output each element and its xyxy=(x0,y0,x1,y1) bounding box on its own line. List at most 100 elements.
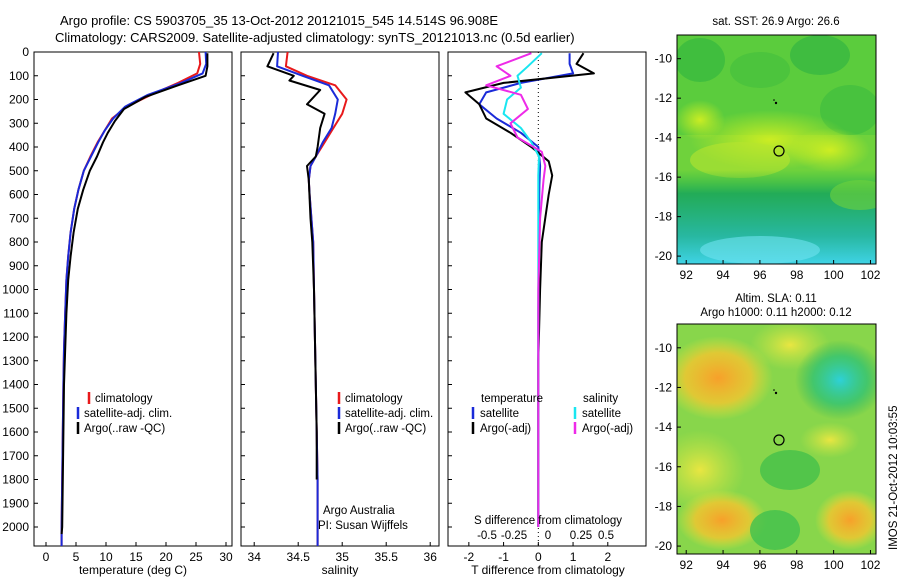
argo-track xyxy=(773,389,778,395)
salinity-legend: climatology satellite-adj. clim. Argo(..… xyxy=(337,392,433,435)
depth-tick-label: 1900 xyxy=(2,496,29,510)
difference-series-argo-adj xyxy=(464,52,595,527)
lon-tick-label: 96 xyxy=(753,558,767,572)
sst-map-panel: sat. SST: 26.9 Argo: 26.6 92 94 96 98 100 102… xyxy=(655,16,881,282)
sla-longitude-axis: 92 94 96 98 100 102 xyxy=(680,550,881,572)
x-tick-label: 35.5 xyxy=(375,550,399,564)
temperature-panel: 0100200300400500600700800900100011001200… xyxy=(2,45,452,577)
depth-tick-label: 1000 xyxy=(2,283,29,297)
lon-tick-label: 100 xyxy=(824,558,844,572)
legend-label-satellite: satellite-adj. clim. xyxy=(345,408,433,420)
temperature-profile-lines xyxy=(60,51,209,546)
salinity-profile-lines xyxy=(266,51,348,546)
temperature-legend: climatology satellite-adj. clim. Argo(..… xyxy=(76,392,172,435)
lon-tick-label: 102 xyxy=(860,268,880,282)
temperature-series-satellite-adj-clim xyxy=(60,51,208,546)
depth-tick-label: 1400 xyxy=(2,378,29,392)
depth-tick-label: 1700 xyxy=(2,449,29,463)
x-tick-label: 36 xyxy=(424,550,438,564)
s-tick-label: 0.25 xyxy=(570,530,592,542)
legend-label-climatology: climatology xyxy=(95,393,153,405)
depth-tick-label: 1100 xyxy=(3,306,29,320)
depth-tick-label: 500 xyxy=(9,164,29,178)
sla-map-subtitle: Argo h1000: 0.11 h2000: 0.12 xyxy=(700,307,851,319)
legend-label-t-satellite: satellite xyxy=(480,408,519,420)
depth-tick-label: 1800 xyxy=(2,473,29,487)
x-tick-label: 2 xyxy=(604,550,611,564)
x-tick-label: 25 xyxy=(189,550,203,564)
difference-top-label: S difference from climatology xyxy=(474,515,622,527)
depth-tick-label: 400 xyxy=(9,140,29,154)
lon-tick-label: 94 xyxy=(716,268,730,282)
legend-label-climatology: climatology xyxy=(345,393,403,405)
depth-tick-label: 1300 xyxy=(2,354,29,368)
depth-tick-label: 1200 xyxy=(2,330,29,344)
legend-label-t-argo: Argo(-adj) xyxy=(480,423,531,435)
temperature-axes-frame xyxy=(33,51,233,547)
depth-tick-label: 200 xyxy=(9,93,29,107)
depth-tick-label: 700 xyxy=(9,211,29,225)
x-tick-label: 20 xyxy=(159,550,173,564)
x-tick-label: 15 xyxy=(129,550,143,564)
lat-tick-label: -10 xyxy=(655,341,673,355)
legend-label-argo: Argo(..raw -QC) xyxy=(84,423,165,435)
s-tick-label: -0.25 xyxy=(501,530,527,542)
x-tick-label: 1 xyxy=(570,550,577,564)
sst-longitude-axis: 92 94 96 98 100 102 xyxy=(680,260,881,282)
lat-tick-label: -12 xyxy=(655,380,673,394)
difference-x-label: T difference from climatology xyxy=(471,563,625,577)
difference-series-satellite xyxy=(478,53,575,527)
s-tick-label: 0.5 xyxy=(598,530,614,542)
difference-series-satellite xyxy=(502,52,543,527)
x-tick-label: -1 xyxy=(498,550,509,564)
figure-title-line1: Argo profile: CS 5903705_35 13-Oct-2012 … xyxy=(60,13,498,28)
legend-title-temperature: temperature xyxy=(481,393,543,405)
argo-track xyxy=(773,99,778,105)
x-tick-label: 0 xyxy=(535,550,542,564)
depth-tick-label: 300 xyxy=(9,116,29,130)
lon-tick-label: 100 xyxy=(824,268,844,282)
depth-axis: 0 100 200 300 400 500 600 700 800 900 1000 1100 1200… xyxy=(2,45,452,534)
temperature-series-argo-raw-qc xyxy=(60,53,209,535)
lat-tick-label: -18 xyxy=(655,210,673,224)
lat-tick-label: -12 xyxy=(655,91,673,105)
temperature-x-label: temperature (deg C) xyxy=(79,563,187,577)
depth-tick-label: 600 xyxy=(9,188,29,202)
lon-tick-label: 92 xyxy=(680,558,694,572)
lat-tick-label: -18 xyxy=(655,499,673,513)
depth-tick-label: 900 xyxy=(9,259,29,273)
difference-profile-lines xyxy=(464,52,595,546)
x-tick-label: 34 xyxy=(248,550,262,564)
sst-latitude-axis: -10 -12 -14 -16 -18 -20 xyxy=(655,52,681,263)
sla-map-frame xyxy=(676,323,877,555)
depth-tick-label: 800 xyxy=(9,235,29,249)
s-tick-label: -0.5 xyxy=(477,530,497,542)
difference-axes-frame xyxy=(447,51,647,547)
argo-location-marker xyxy=(773,434,785,446)
s-tick-label: 0 xyxy=(545,530,551,542)
lon-tick-label: 98 xyxy=(790,268,804,282)
sla-map-title: Altim. SLA: 0.11 xyxy=(735,293,817,305)
x-tick-label: -2 xyxy=(464,550,475,564)
legend-label-s-argo: Argo(-adj) xyxy=(582,423,633,435)
x-tick-label: 35 xyxy=(336,550,350,564)
sla-latitude-axis: -10 -12 -14 -16 -18 -20 xyxy=(655,341,681,553)
imos-timestamp: IMOS 21-Oct-2012 10:03:55 xyxy=(888,406,900,550)
lon-tick-label: 102 xyxy=(860,558,880,572)
depth-tick-label: 1600 xyxy=(2,425,29,439)
lon-tick-label: 92 xyxy=(680,268,694,282)
difference-top-ticks: -0.5 -0.25 0 0.25 0.5 xyxy=(477,530,614,542)
difference-panel: -2 -1 0 1 2 T difference from climatology S … xyxy=(447,51,647,577)
x-tick-label: 10 xyxy=(99,550,113,564)
lat-tick-label: -10 xyxy=(655,52,673,66)
temperature-x-axis: 0 5 10 15 20 25 30 xyxy=(43,542,233,564)
lon-tick-label: 98 xyxy=(790,558,804,572)
legend-label-argo: Argo(..raw -QC) xyxy=(345,423,426,435)
x-tick-label: 30 xyxy=(219,550,233,564)
salinity-panel: 34 34.5 35 35.5 36 salinity climatology sate… xyxy=(240,51,440,577)
sla-heatmap xyxy=(677,324,876,554)
lat-tick-label: -20 xyxy=(655,249,673,263)
salinity-x-label: salinity xyxy=(322,563,359,577)
x-tick-label: 0 xyxy=(43,550,50,564)
argo-location-marker xyxy=(773,145,785,157)
